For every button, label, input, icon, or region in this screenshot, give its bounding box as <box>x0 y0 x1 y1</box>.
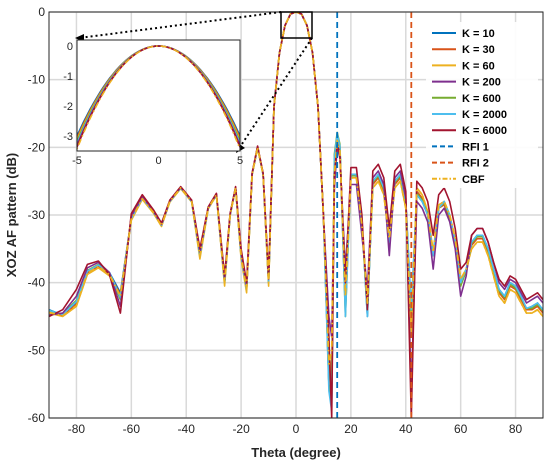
x-tick-label: 40 <box>399 422 413 436</box>
inset-x-tick-label: 5 <box>237 155 243 167</box>
y-tick-label: -30 <box>28 208 46 222</box>
inset-series-lines <box>77 45 240 151</box>
x-tick-label: -60 <box>123 422 141 436</box>
inset-background <box>77 40 240 151</box>
x-tick-label: 20 <box>344 422 358 436</box>
x-tick-label: -20 <box>232 422 250 436</box>
inset-line-cbf <box>77 45 240 151</box>
y-tick-label: -50 <box>28 343 46 357</box>
legend-label: K = 60 <box>462 60 495 72</box>
legend-label: K = 200 <box>462 77 501 89</box>
legend-label: K = 10 <box>462 28 495 40</box>
x-tick-labels: -80 -60 -40 -20 0 20 40 60 80 <box>68 422 523 436</box>
inset-y-tick-label: -3 <box>63 131 73 143</box>
inset-x-tick-label: -5 <box>72 155 82 167</box>
inset-y-tick-label: -1 <box>63 71 73 83</box>
x-tick-label: -40 <box>178 422 196 436</box>
y-tick-label: -60 <box>28 411 46 425</box>
inset-y-tick-labels: 0 -1 -2 -3 <box>63 41 73 143</box>
zoom-connector-left <box>78 11 282 39</box>
legend-label: RFI 2 <box>462 158 489 170</box>
inset-x-tick-label: 0 <box>155 155 161 167</box>
inset-x-tick-labels: -5 0 5 <box>72 155 243 167</box>
x-axis-label: Theta (degree) <box>251 445 341 460</box>
legend-label: K = 6000 <box>462 125 507 137</box>
legend-label: K = 30 <box>462 44 495 56</box>
x-tick-label: 60 <box>454 422 468 436</box>
y-tick-label: 0 <box>38 5 45 19</box>
zoom-connector-right <box>237 37 313 151</box>
y-tick-labels: 0 -10 -20 -30 -40 -50 -60 <box>28 5 46 425</box>
series-line-cbf <box>49 12 543 365</box>
y-axis-label: XOZ AF pattern (dB) <box>4 153 19 277</box>
x-tick-label: 80 <box>509 422 523 436</box>
legend: K = 10 K = 30 K = 60 K = 200 K = 600 K = 2000… <box>426 22 538 188</box>
legend-label: CBF <box>462 174 485 186</box>
zoom-region-box <box>280 11 313 39</box>
x-tick-label: 0 <box>293 422 300 436</box>
main-series-lines <box>49 12 543 418</box>
x-tick-label: -80 <box>68 422 86 436</box>
legend-label: K = 2000 <box>462 109 507 121</box>
y-tick-label: -40 <box>28 276 46 290</box>
legend-label: K = 600 <box>462 93 501 105</box>
inset-y-tick-label: -2 <box>63 101 73 113</box>
y-tick-label: -10 <box>28 73 46 87</box>
y-tick-label: -20 <box>28 140 46 154</box>
legend-label: RFI 1 <box>462 141 489 153</box>
inset-y-tick-label: 0 <box>67 41 73 53</box>
inset-frame <box>76 39 241 152</box>
